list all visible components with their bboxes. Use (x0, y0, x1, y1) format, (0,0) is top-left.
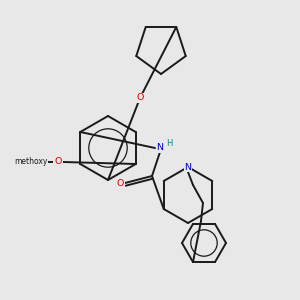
Text: O: O (136, 94, 144, 103)
Text: methoxy: methoxy (14, 158, 48, 166)
Text: N: N (157, 143, 164, 152)
Text: N: N (184, 163, 191, 172)
Text: O: O (54, 158, 62, 166)
Text: O: O (116, 178, 124, 188)
Text: H: H (166, 140, 172, 148)
